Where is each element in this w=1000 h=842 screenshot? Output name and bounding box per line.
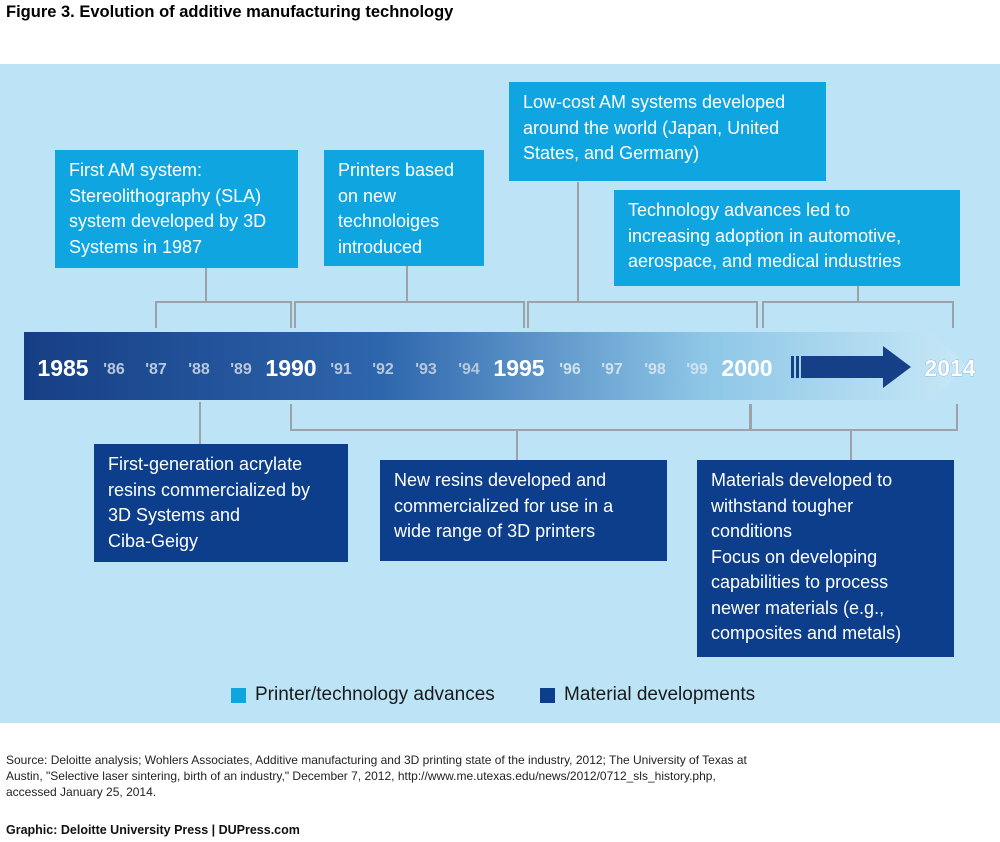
printer-event-low-cost-systems: Low-cost AM systems developed around the… [509, 82, 826, 181]
year-label: 1990 [265, 355, 316, 381]
source-line: Austin, "Selective laser sintering, birt… [6, 769, 716, 783]
year-label: 1995 [493, 355, 544, 381]
bracket-first-am-system [155, 301, 292, 328]
event-line: aerospace, and medical industries [628, 251, 902, 271]
bracket-new-resins [290, 404, 751, 431]
year-labels: 1985 '86 '87 '88 '89 1990 '91 '92 '93 '94 1995 '96 '… [37, 355, 976, 382]
arrow-stripe-1 [791, 356, 794, 378]
event-line: composites and metals) [711, 623, 902, 643]
year-label: '87 [145, 361, 167, 378]
printer-event-new-technologies: Printers based on new technoloiges intro… [324, 150, 484, 266]
legend-label-material: Material developments [564, 684, 756, 705]
arrow-stripe-2 [796, 356, 799, 378]
year-label: '89 [230, 361, 252, 378]
legend-item-printer: Printer/technology advances [231, 684, 495, 706]
source-line: accessed January 25, 2014. [6, 785, 157, 799]
event-line: on new [338, 185, 397, 206]
event-line: Technology advances led to [628, 200, 851, 220]
bracket-printers-new-tech [294, 301, 525, 328]
legend-label-printer: Printer/technology advances [255, 684, 495, 705]
continuation-arrow [801, 346, 911, 388]
graphic-credit: Graphic: Deloitte University Press | DUP… [6, 823, 300, 837]
figure-title: Figure 3. Evolution of additive manufact… [6, 3, 454, 21]
year-label: 2000 [721, 355, 772, 381]
event-line: Focus on developing [711, 546, 878, 567]
year-label: '91 [330, 361, 352, 378]
event-line: newer materials (e.g., [711, 597, 885, 618]
event-line: States, and Germany) [523, 143, 700, 163]
event-line: withstand tougher [711, 495, 854, 516]
printer-event-industry-adoption: Technology advances led to increasing ad… [614, 190, 960, 286]
event-line: system developed by 3D [69, 211, 267, 231]
bracket-tougher-materials [750, 404, 958, 431]
year-label: '96 [559, 361, 581, 378]
event-line: capabilities to process [711, 572, 889, 592]
event-line: wide range of 3D printers [394, 521, 596, 541]
event-line: Ciba-Geigy [108, 530, 199, 551]
year-label: '93 [415, 361, 437, 378]
event-line: introduced [338, 236, 423, 257]
event-line: First AM system: [69, 160, 203, 180]
event-line: Printers based [338, 160, 455, 180]
material-event-acrylate-resins: First-generation acrylate resins commerc… [94, 444, 348, 562]
year-label: 2014 [924, 355, 975, 381]
timeline-band [24, 332, 966, 400]
bottom-brackets [199, 402, 958, 460]
event-line: commercialized for use in a [394, 495, 614, 516]
year-label: '86 [103, 361, 125, 378]
event-line: around the world (Japan, United [523, 117, 780, 138]
year-label: '92 [372, 361, 394, 378]
bracket-tech-adoption [762, 301, 954, 328]
legend-item-material: Material developments [540, 684, 755, 706]
event-line: Low-cost AM systems developed [523, 92, 786, 112]
source-note: Source: Deloitte analysis; Wohlers Assoc… [6, 752, 906, 800]
event-line: New resins developed and [394, 470, 607, 490]
event-line: Stereolithography (SLA) [69, 185, 262, 206]
year-label: '98 [644, 361, 666, 378]
event-line: resins commercialized by [108, 479, 311, 500]
year-label: 1985 [37, 355, 88, 381]
event-line: Systems in 1987 [69, 236, 203, 257]
event-line: conditions [711, 521, 793, 541]
event-line: increasing adoption in automotive, [628, 225, 902, 246]
event-line: First-generation acrylate [108, 454, 303, 474]
event-line: technoloiges [338, 211, 440, 231]
year-label: '94 [458, 361, 480, 378]
event-line: Materials developed to [711, 470, 893, 490]
event-line: 3D Systems and [108, 505, 241, 525]
year-label: '99 [686, 361, 708, 378]
year-label: '88 [188, 361, 210, 378]
material-event-new-resins: New resins developed and commercialized … [380, 460, 667, 561]
legend-swatch-material [540, 687, 555, 703]
printer-event-first-am-system: First AM system: Stereolithography (SLA)… [55, 150, 298, 268]
year-label: '97 [601, 361, 623, 378]
bracket-low-cost-systems [527, 301, 758, 328]
legend-swatch-printer [231, 687, 246, 703]
material-event-tougher-materials: Materials developed to withstand tougher… [697, 460, 954, 657]
source-line: Source: Deloitte analysis; Wohlers Assoc… [6, 753, 747, 767]
top-brackets [155, 182, 954, 328]
